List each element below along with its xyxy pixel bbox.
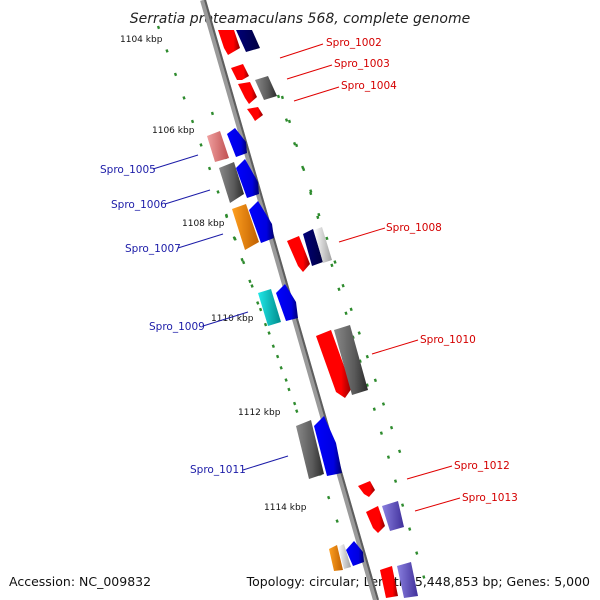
gene-label-spro_1013: Spro_1013 <box>462 492 518 504</box>
gene-spro_1006-arrow-b <box>236 159 259 198</box>
genome-summary-text: Topology: circular; Length: 5,448,853 bp… <box>246 574 590 589</box>
gene-spro_1008-arrow-c <box>314 227 332 263</box>
kbp-tick-1106: 1106 kbp <box>152 126 195 136</box>
accession-text: Accession: NC_009832 <box>9 574 151 589</box>
gene-spro_1004-arrow-a <box>238 82 257 104</box>
gene-spro_1011-arrow-a <box>296 420 324 479</box>
gene-small-red <box>247 107 263 121</box>
gene-bottom-orange <box>329 545 343 571</box>
gene-spro_1005-arrow-a <box>207 131 229 162</box>
gene-spro_1005-arrow-b <box>227 128 247 157</box>
gene-label-spro_1003: Spro_1003 <box>334 58 390 70</box>
gene-label-spro_1010: Spro_1010 <box>420 334 476 346</box>
gene-bottom-blue <box>346 541 364 566</box>
gene-label-spro_1005: Spro_1005 <box>100 164 156 176</box>
gene-spro_1010-arrow-a <box>316 330 352 398</box>
label-leaders-forward <box>279 43 461 512</box>
gene-spro_1007-arrow-b <box>249 201 274 243</box>
gene-label-spro_1004: Spro_1004 <box>341 80 397 92</box>
gene-label-spro_1012: Spro_1012 <box>454 460 510 472</box>
gene-spro_1003-arrow <box>231 64 249 80</box>
gene-glyphs <box>207 30 418 598</box>
kbp-tick-1108: 1108 kbp <box>182 219 225 229</box>
gene-label-spro_1009: Spro_1009 <box>149 321 205 333</box>
gene-spro_1013-arrow-b <box>382 501 404 531</box>
gene-spro_1009-arrow-b <box>276 284 298 321</box>
kbp-ticks: 1104 kbp 1106 kbp 1108 kbp 1110 kbp 1112… <box>120 35 307 513</box>
gene-spro_1008-arrow-b <box>303 229 323 266</box>
kbp-tick-1112: 1112 kbp <box>238 408 281 418</box>
gene-spro_1006-arrow-a <box>219 162 244 203</box>
gene-bottom-right-red <box>380 566 398 598</box>
gene-label-spro_1008: Spro_1008 <box>386 222 442 234</box>
kbp-tick-1114: 1114 kbp <box>264 503 307 513</box>
gene-spro_1011-arrow-b <box>314 416 342 476</box>
gene-label-spro_1007: Spro_1007 <box>125 243 181 255</box>
gene-spro_1007-arrow-a <box>232 204 259 250</box>
gene-bottom-white <box>338 544 351 569</box>
kbp-tick-1104: 1104 kbp <box>120 35 163 45</box>
map-title: Serratia proteamaculans 568, complete ge… <box>130 11 470 27</box>
gene-spro_1004-arrow-b <box>255 76 277 100</box>
gene-spro_1009-arrow-a <box>258 289 281 326</box>
gene-labels: Spro_1002 Spro_1003 Spro_1004 Spro_1005 … <box>100 37 518 504</box>
gene-label-spro_1002: Spro_1002 <box>326 37 382 49</box>
inner-right-track <box>276 94 408 471</box>
gene-label-spro_1006: Spro_1006 <box>111 199 167 211</box>
gene-spro_1002-partner <box>236 30 260 52</box>
label-leaders-reverse <box>152 154 289 471</box>
gene-spro_1010-arrow-b <box>334 325 368 395</box>
gene-spro_1008-arrow-a <box>287 236 310 272</box>
gene-label-spro_1011: Spro_1011 <box>190 464 246 476</box>
gene-spro_1002-arrow <box>218 30 240 55</box>
gene-spro_1012-arrow <box>358 481 375 497</box>
gene-spro_1013-arrow-a <box>366 506 385 533</box>
gene-bottom-right-purple <box>397 562 418 598</box>
kbp-tick-1110: 1110 kbp <box>211 314 254 324</box>
